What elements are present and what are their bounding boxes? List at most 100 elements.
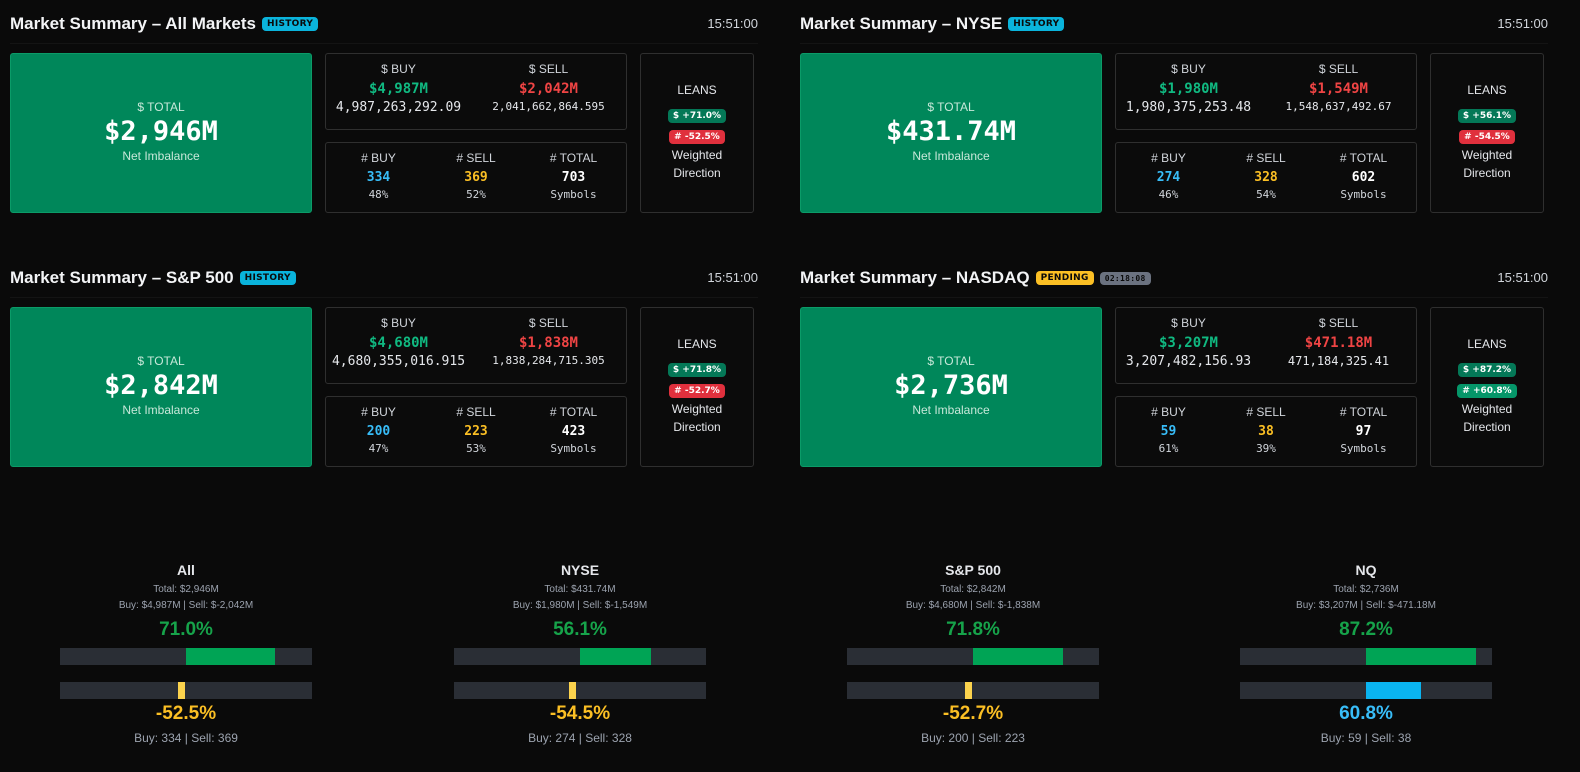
gauge-buysell-counts: Buy: 59 | Sell: 38 — [1320, 731, 1412, 745]
direction-label: Direction — [673, 166, 721, 180]
dollar-buy-column: $ BUY $3,207M 3,207,482,156.93 — [1116, 316, 1261, 369]
panel-header: Market Summary – S&P 500 HISTORY 15:51:0… — [10, 268, 758, 298]
count-buy-column: # BUY 59 61% — [1116, 405, 1221, 455]
count-lean-pct: -52.5% — [155, 703, 217, 724]
dollar-lean-fill — [973, 648, 1064, 665]
dollar-buy-sell-card: $ BUY $1,980M 1,980,375,253.48 $ SELL $1… — [1115, 53, 1417, 130]
count-sell-label: # SELL — [456, 151, 496, 165]
weighted-direction-label: Weighted Direction — [1431, 400, 1543, 436]
panel-timestamp: 15:51:00 — [1497, 16, 1548, 31]
sell-label: $ SELL — [528, 316, 569, 330]
status-badge[interactable]: PENDING — [1035, 271, 1094, 285]
direction-label: Direction — [1463, 420, 1511, 434]
count-total-column: # TOTAL 602 Symbols — [1311, 151, 1416, 201]
count-buy-value: 59 — [1160, 424, 1177, 439]
dollar-sell-column: $ SELL $1,838M 1,838,284,715.305 — [471, 316, 626, 367]
dollar-lean-bar — [60, 648, 312, 665]
count-lean-marker — [177, 682, 185, 699]
count-sell-label: # SELL — [1246, 151, 1286, 165]
dollar-lean-fill — [186, 648, 276, 665]
symbols-label: Symbols — [1340, 188, 1387, 201]
count-buy-pct: 47% — [368, 442, 389, 455]
leans-title: LEANS — [1467, 337, 1507, 351]
count-lean-bar — [454, 682, 706, 699]
status-badge[interactable]: HISTORY — [261, 17, 319, 31]
total-label: $ TOTAL — [137, 100, 185, 114]
panel-header: Market Summary – NASDAQ PENDING 02:18:08… — [800, 268, 1548, 298]
market-summary-panel-0: Market Summary – All Markets HISTORY 15:… — [10, 0, 768, 240]
panel-timestamp: 15:51:00 — [707, 16, 758, 31]
dollar-sell-column: $ SELL $471.18M 471,184,325.41 — [1261, 316, 1416, 368]
dollar-buy-sell-card: $ BUY $3,207M 3,207,482,156.93 $ SELL $4… — [1115, 307, 1417, 384]
total-value: $2,736M — [894, 370, 1008, 401]
panel-header: Market Summary – NYSE HISTORY 15:51:00 — [800, 14, 1548, 44]
direction-label: Direction — [1463, 166, 1511, 180]
count-sell-column: # SELL 369 52% — [426, 151, 526, 201]
dollar-lean-bar — [454, 648, 706, 665]
panel-title: Market Summary – All Markets — [10, 14, 256, 33]
dollar-lean-bar — [847, 648, 1099, 665]
count-buy-label: # BUY — [361, 151, 396, 165]
panel-timestamp: 15:51:00 — [707, 270, 758, 285]
leans-title: LEANS — [677, 83, 717, 97]
panel-timestamp: 15:51:00 — [1497, 270, 1548, 285]
panel-header: Market Summary – All Markets HISTORY 15:… — [10, 14, 758, 44]
total-label: $ TOTAL — [927, 354, 975, 368]
sell-value: $2,042M — [518, 81, 578, 97]
count-buy-column: # BUY 274 46% — [1116, 151, 1221, 201]
dollar-lean-pct: 56.1% — [553, 619, 607, 640]
count-buy-value: 334 — [366, 170, 391, 185]
lean-gauge-2: S&P 500 Total: $2,842M Buy: $4,680M | Se… — [823, 562, 1123, 745]
weighted-direction-label: Weighted Direction — [641, 400, 753, 436]
sell-label: $ SELL — [1318, 62, 1359, 76]
panel-title: Market Summary – NASDAQ — [800, 268, 1030, 287]
count-sell-pct: 52% — [466, 188, 486, 201]
count-lean-pct: -52.7% — [942, 703, 1004, 724]
symbol-count-card: # BUY 274 46% # SELL 328 54% # TOTAL 602… — [1115, 142, 1417, 213]
sell-label: $ SELL — [1318, 316, 1359, 330]
net-imbalance-label: Net Imbalance — [912, 149, 990, 163]
buy-label: $ BUY — [1171, 316, 1206, 330]
symbol-count-card: # BUY 200 47% # SELL 223 53% # TOTAL 423… — [325, 396, 627, 467]
buy-value: $3,207M — [1158, 335, 1218, 351]
count-total-label: # TOTAL — [549, 405, 598, 419]
net-imbalance-label: Net Imbalance — [912, 403, 990, 417]
status-badge[interactable]: HISTORY — [1008, 17, 1065, 31]
symbol-count-card: # BUY 334 48% # SELL 369 52% # TOTAL 703… — [325, 142, 627, 213]
status-badge[interactable]: HISTORY — [239, 271, 296, 285]
dollar-lean-fill — [1366, 648, 1476, 665]
count-sell-column: # SELL 328 54% — [1216, 151, 1316, 201]
sell-value: $1,838M — [518, 335, 578, 351]
weighted-label: Weighted — [671, 148, 723, 162]
count-total-value: 423 — [561, 424, 586, 439]
net-imbalance-card: $ TOTAL $431.74M Net Imbalance — [800, 53, 1102, 213]
buy-raw-value: 4,680,355,016.915 — [331, 354, 466, 369]
count-lean-pill: # -54.5% — [1459, 130, 1515, 144]
count-sell-column: # SELL 223 53% — [426, 405, 526, 455]
net-imbalance-card: $ TOTAL $2,736M Net Imbalance — [800, 307, 1102, 467]
buy-value: $4,680M — [368, 335, 428, 351]
dollar-lean-pct: 87.2% — [1339, 619, 1393, 640]
lean-gauge-1: NYSE Total: $431.74M Buy: $1,980M | Sell… — [430, 562, 730, 745]
dollar-buy-sell-card: $ BUY $4,680M 4,680,355,016.915 $ SELL $… — [325, 307, 627, 384]
gauge-buysell-counts: Buy: 334 | Sell: 369 — [134, 731, 238, 745]
buy-raw-value: 1,980,375,253.48 — [1125, 100, 1252, 115]
count-buy-value: 274 — [1156, 170, 1181, 185]
sell-label: $ SELL — [528, 62, 569, 76]
total-label: $ TOTAL — [927, 100, 975, 114]
count-sell-value: 223 — [464, 424, 488, 439]
gauge-buysell-line: Buy: $4,680M | Sell: $-1,838M — [905, 600, 1041, 611]
weighted-label: Weighted — [1461, 402, 1513, 416]
gauge-buysell-counts: Buy: 200 | Sell: 223 — [921, 731, 1025, 745]
sell-value: $1,549M — [1308, 81, 1368, 97]
panel-title-group: Market Summary – NYSE HISTORY — [800, 14, 1065, 34]
count-lean-bar — [60, 682, 312, 699]
total-value: $2,842M — [104, 370, 218, 401]
count-lean-pct: -54.5% — [549, 703, 611, 724]
market-summary-panel-1: Market Summary – NYSE HISTORY 15:51:00 $… — [800, 0, 1558, 240]
dollar-buy-sell-card: $ BUY $4,987M 4,987,263,292.09 $ SELL $2… — [325, 53, 627, 130]
dollar-lean-pill: $ +71.0% — [667, 109, 727, 123]
leans-card: LEANS $ +71.0% # -52.5% Weighted Directi… — [640, 53, 754, 213]
buy-value: $1,980M — [1158, 81, 1218, 97]
market-summary-panel-2: Market Summary – S&P 500 HISTORY 15:51:0… — [10, 254, 768, 494]
